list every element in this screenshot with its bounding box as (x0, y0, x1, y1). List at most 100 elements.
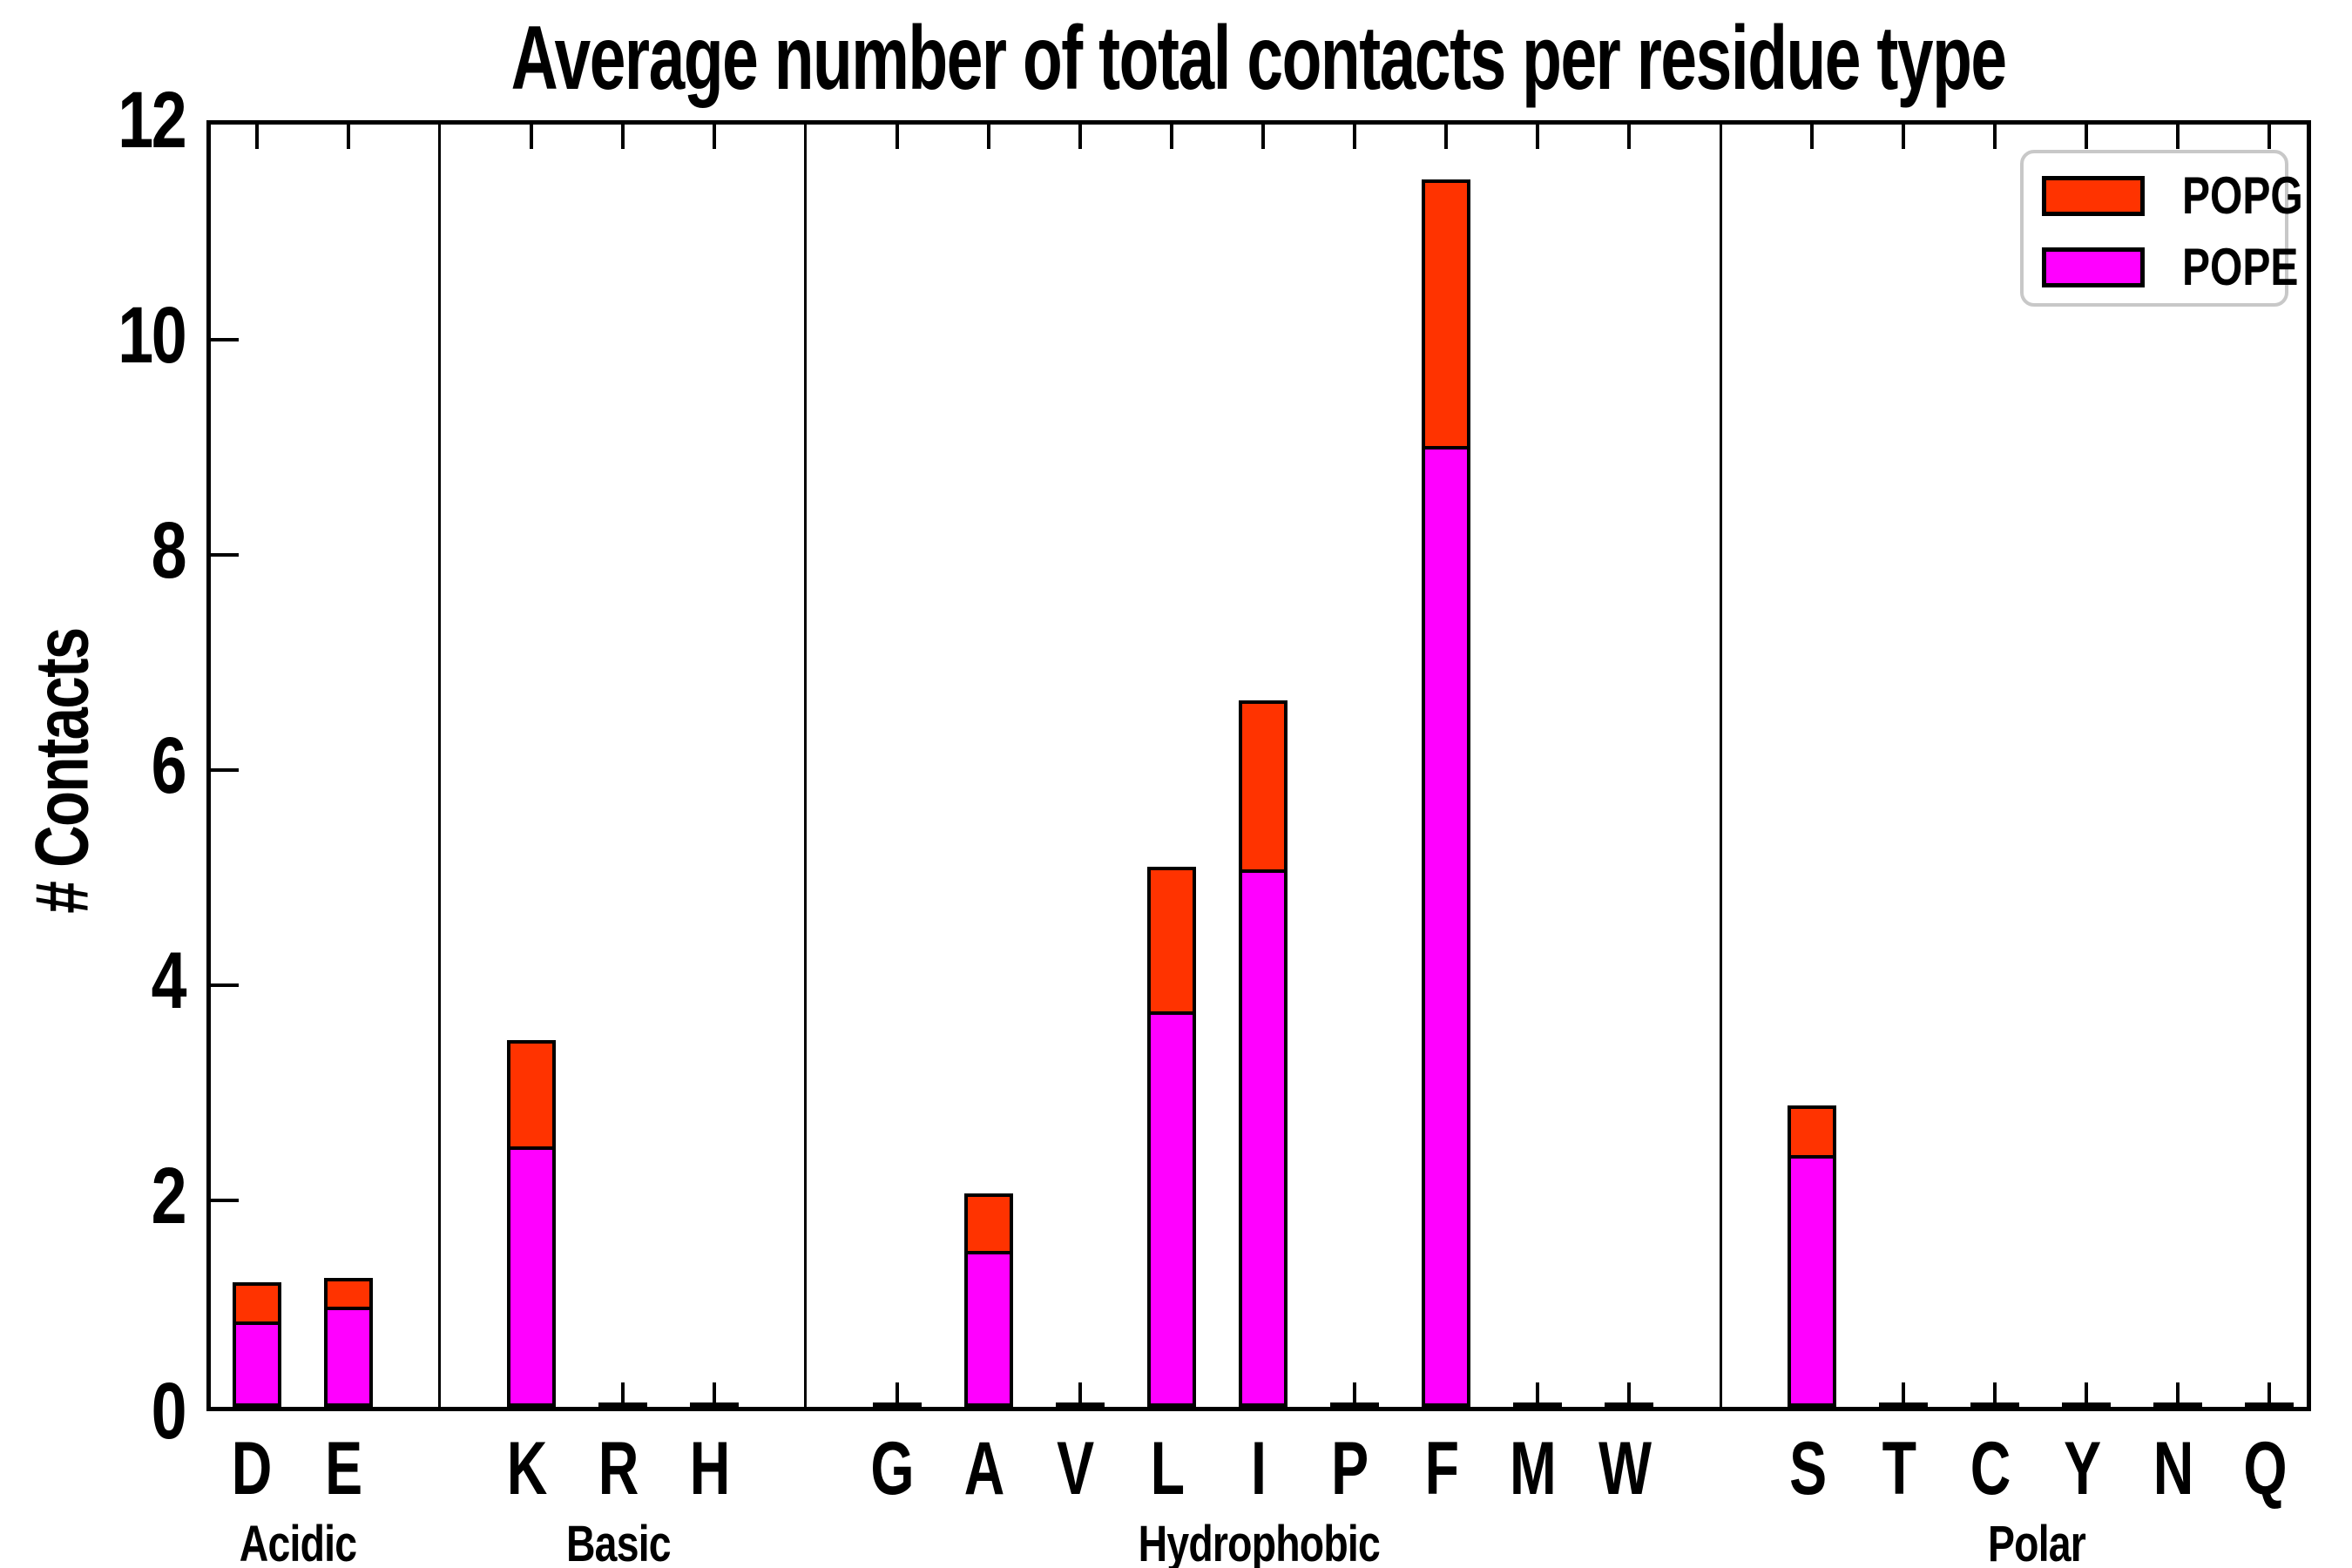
x-category-label-P: P (1331, 1427, 1369, 1511)
x-axis-tick-bottom (895, 1382, 899, 1407)
bar-L-popg (1146, 867, 1196, 1015)
x-axis-tick-top (1536, 125, 1540, 149)
x-axis-tick-top (895, 125, 899, 149)
x-axis-tick-bottom (620, 1382, 625, 1407)
x-category-label-W: W (1598, 1427, 1652, 1511)
bar-K-pope (506, 1146, 556, 1407)
bar-S-pope (1788, 1155, 1837, 1407)
x-category-label-G: G (870, 1427, 915, 1511)
chart-title: Average number of total contacts per res… (206, 7, 2311, 111)
x-category-label-C: C (1970, 1427, 2011, 1511)
x-category-label-E: E (325, 1427, 363, 1511)
x-axis-tick-top (1261, 125, 1265, 149)
bar-N-tiny (2153, 1402, 2203, 1407)
bar-Q-tiny (2245, 1402, 2295, 1407)
x-axis-tick-bottom (1993, 1382, 1997, 1407)
x-category-label-N: N (2153, 1427, 2194, 1511)
x-category-label-Q: Q (2243, 1427, 2288, 1511)
bar-R-tiny (598, 1402, 647, 1407)
bar-D-pope (232, 1321, 281, 1407)
x-axis-tick-top (1902, 125, 1906, 149)
bar-S-popg (1788, 1105, 1837, 1159)
x-category-label-T: T (1882, 1427, 1916, 1511)
y-tick-label: 0 (151, 1367, 186, 1456)
x-axis-tick-top (346, 125, 350, 149)
y-axis-tick (211, 338, 239, 341)
y-axis-tick (211, 553, 239, 557)
x-axis-tick-top (2268, 125, 2272, 149)
group-divider (804, 125, 808, 1407)
x-axis-tick-top (1169, 125, 1173, 149)
plot-area (206, 120, 2311, 1411)
x-axis-tick-bottom (1353, 1382, 1357, 1407)
group-divider (438, 125, 442, 1407)
bar-F-popg (1422, 179, 1471, 450)
y-tick-label: 8 (151, 506, 186, 595)
bar-E-pope (323, 1307, 373, 1407)
bar-I-popg (1239, 700, 1288, 873)
chart-title-text: Average number of total contacts per res… (511, 8, 2007, 109)
bar-P-tiny (1330, 1402, 1380, 1407)
bar-E-popg (323, 1277, 373, 1311)
x-category-label-D: D (232, 1427, 273, 1511)
x-axis-tick-bottom (1627, 1382, 1632, 1407)
bar-T-tiny (1879, 1402, 1929, 1407)
bar-W-tiny (1605, 1402, 1654, 1407)
legend-swatch-popg (2042, 176, 2145, 216)
legend-swatch-pope (2042, 247, 2145, 287)
y-axis-tick (211, 1199, 239, 1202)
x-category-label-F: F (1424, 1427, 1459, 1511)
x-category-label-H: H (689, 1427, 731, 1511)
legend-box: POPG POPE (2020, 150, 2303, 307)
group-label-basic: Basic (565, 1516, 672, 1568)
legend-row-popg: POPG (2024, 166, 2303, 226)
bar-V-tiny (1055, 1402, 1105, 1407)
y-axis-tick (211, 768, 239, 772)
x-axis-tick-top (712, 125, 716, 149)
bar-Y-tiny (2062, 1402, 2112, 1407)
bar-A-popg (963, 1193, 1013, 1254)
legend-label-pope: POPE (2182, 238, 2299, 296)
x-axis-tick-bottom (1902, 1382, 1906, 1407)
x-axis-tick-top (2085, 125, 2089, 149)
x-axis-tick-top (1444, 125, 1449, 149)
bar-C-tiny (1970, 1402, 2020, 1407)
x-category-label-S: S (1788, 1427, 1827, 1511)
x-axis-tick-top (986, 125, 990, 149)
x-category-label-A: A (963, 1427, 1005, 1511)
x-axis-tick-bottom (2176, 1382, 2180, 1407)
y-tick-label: 2 (151, 1152, 186, 1240)
bar-G-tiny (872, 1402, 922, 1407)
bar-D-popg (232, 1281, 281, 1326)
x-axis-tick-top (1627, 125, 1632, 149)
x-category-label-M: M (1510, 1427, 1557, 1511)
x-axis-tick-bottom (1536, 1382, 1540, 1407)
group-label-polar: Polar (1987, 1516, 2086, 1568)
x-axis-tick-bottom (2085, 1382, 2089, 1407)
group-label-acidic: Acidic (239, 1516, 357, 1568)
bar-A-pope (963, 1250, 1013, 1407)
x-axis-tick-bottom (2268, 1382, 2272, 1407)
bar-L-pope (1146, 1010, 1196, 1407)
y-tick-label: 12 (117, 76, 186, 165)
x-axis-tick-top (2176, 125, 2180, 149)
bar-I-pope (1239, 868, 1288, 1407)
x-category-label-I: I (1251, 1427, 1267, 1511)
x-axis-tick-top (1078, 125, 1082, 149)
legend-row-pope: POPE (2024, 237, 2298, 298)
x-category-label-R: R (598, 1427, 639, 1511)
x-axis-tick-top (254, 125, 259, 149)
x-axis-tick-top (620, 125, 625, 149)
x-category-label-K: K (506, 1427, 547, 1511)
y-tick-label: 6 (151, 721, 186, 810)
group-divider (1719, 125, 1722, 1407)
legend-label-popg: POPG (2182, 166, 2303, 225)
y-tick-label: 10 (117, 291, 186, 380)
bar-M-tiny (1513, 1402, 1563, 1407)
x-category-label-L: L (1150, 1427, 1185, 1511)
x-axis-tick-bottom (1078, 1382, 1082, 1407)
x-axis-tick-bottom (712, 1382, 716, 1407)
x-axis-tick-top (1353, 125, 1357, 149)
bar-F-pope (1422, 446, 1471, 1407)
